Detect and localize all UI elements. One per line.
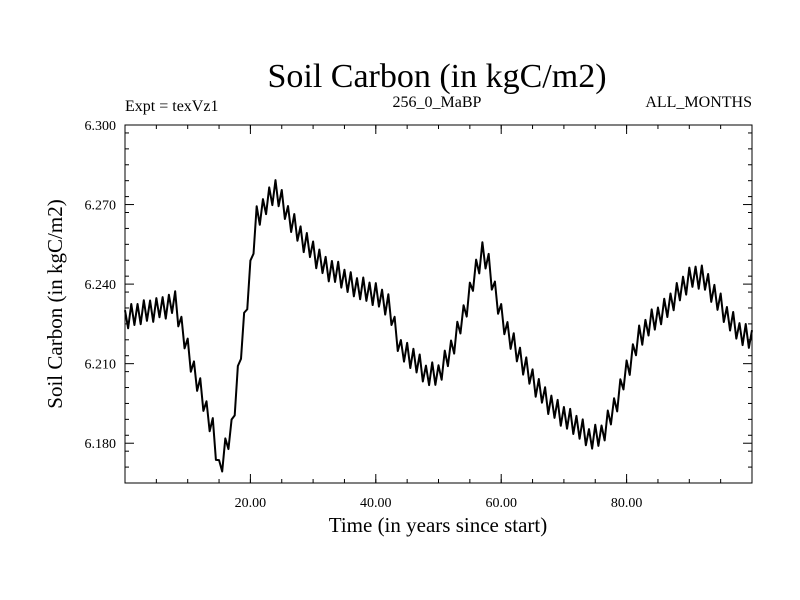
chart-subtitle-right: ALL_MONTHS (645, 94, 752, 111)
y-tick-label: 6.240 (85, 278, 117, 293)
plot-area-frame (124, 124, 753, 484)
y-axis-ticks: 6.180 6.210 6.240 6.270 6.300 (85, 119, 752, 484)
chart-title: Soil Carbon (in kgC/m2) (267, 58, 606, 95)
x-axis-ticks: 20.00 40.00 60.00 80.00 (155, 125, 722, 511)
chart-subtitle-center: 256_0_MaBP (393, 94, 482, 111)
y-tick-label: 6.300 (85, 119, 117, 134)
y-tick-label: 6.180 (85, 437, 117, 452)
series-layer (124, 179, 753, 473)
y-axis-label: Soil Carbon (in kgC/m2) (43, 199, 67, 408)
y-tick-label: 6.210 (85, 358, 117, 373)
series-line-0 (124, 179, 753, 473)
x-tick-label: 60.00 (485, 496, 517, 511)
x-tick-label: 20.00 (235, 496, 267, 511)
x-tick-label: 40.00 (360, 496, 392, 511)
chart-subtitle-left: Expt = texVz1 (125, 98, 218, 115)
x-tick-label: 80.00 (611, 496, 643, 511)
y-tick-label: 6.270 (85, 199, 117, 214)
x-axis-label: Time (in years since start) (329, 513, 548, 537)
